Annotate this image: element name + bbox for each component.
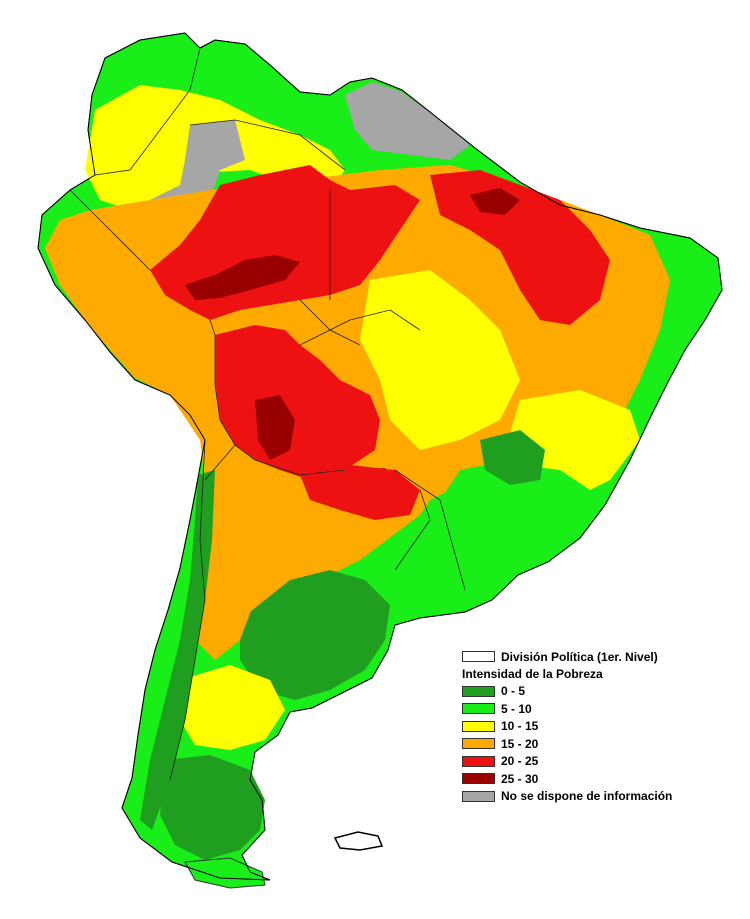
region-no-data-guianas bbox=[345, 82, 470, 160]
falkland-islands bbox=[333, 831, 384, 851]
tierra-del-fuego bbox=[184, 857, 266, 889]
region-0-5-southern-patagonia bbox=[160, 755, 265, 860]
legend-boundary-swatch bbox=[462, 651, 495, 663]
legend-item: 20 - 25 bbox=[462, 753, 742, 771]
legend-item-label: 25 - 30 bbox=[501, 771, 539, 786]
legend-item: 5 - 10 bbox=[462, 700, 742, 718]
map-legend: División Política (1er. Nivel) Intensida… bbox=[462, 648, 742, 805]
legend-item-label: No se dispone de información bbox=[501, 789, 673, 804]
region-20-25-paraguay bbox=[300, 465, 420, 520]
region-0-5-chile bbox=[140, 470, 215, 830]
region-25-30-north-brazil bbox=[470, 188, 520, 215]
legend-swatch bbox=[462, 703, 495, 715]
region-15-20-cuyo bbox=[192, 555, 255, 660]
region-5-10-south-brazil bbox=[410, 465, 590, 600]
legend-item: 0 - 5 bbox=[462, 683, 742, 701]
region-25-30-bolivia bbox=[255, 395, 295, 460]
region-0-5-pampas bbox=[240, 570, 390, 700]
legend-item-label: 15 - 20 bbox=[501, 736, 539, 751]
legend-swatch bbox=[462, 738, 495, 750]
legend-swatch bbox=[462, 773, 495, 785]
political-boundaries bbox=[69, 47, 466, 781]
region-5-10-uruguay bbox=[395, 565, 465, 615]
region-10-15-central-brazil bbox=[360, 270, 520, 450]
coastline bbox=[37, 32, 723, 881]
legend-item: No se dispone de información bbox=[462, 788, 742, 806]
legend-swatch bbox=[462, 685, 495, 697]
legend-classes: 0 - 5 5 - 10 10 - 15 15 - 20 20 - 25 25 - 30 N… bbox=[462, 683, 742, 806]
legend-item: 15 - 20 bbox=[462, 735, 742, 753]
legend-swatch bbox=[462, 755, 495, 767]
legend-item-label: 0 - 5 bbox=[501, 684, 526, 699]
legend-item-label: 20 - 25 bbox=[501, 754, 539, 769]
legend-boundary-label: División Política (1er. Nivel) bbox=[501, 649, 658, 664]
region-20-25-north-brazil bbox=[430, 170, 610, 325]
legend-item-label: 10 - 15 bbox=[501, 719, 539, 734]
region-25-30-amazon bbox=[185, 255, 300, 300]
legend-item: 10 - 15 bbox=[462, 718, 742, 736]
legend-item-label: 5 - 10 bbox=[501, 701, 532, 716]
region-0-5-sao-paulo bbox=[480, 430, 545, 485]
legend-item: 25 - 30 bbox=[462, 770, 742, 788]
legend-swatch bbox=[462, 720, 495, 732]
region-no-data-venezuela bbox=[150, 120, 245, 215]
region-20-25-bolivia bbox=[215, 325, 380, 480]
legend-title: Intensidad de la Pobreza bbox=[462, 666, 603, 681]
legend-boundary-row: División Política (1er. Nivel) bbox=[462, 648, 742, 666]
legend-swatch bbox=[462, 790, 495, 802]
region-10-15-patagonia bbox=[180, 665, 285, 750]
